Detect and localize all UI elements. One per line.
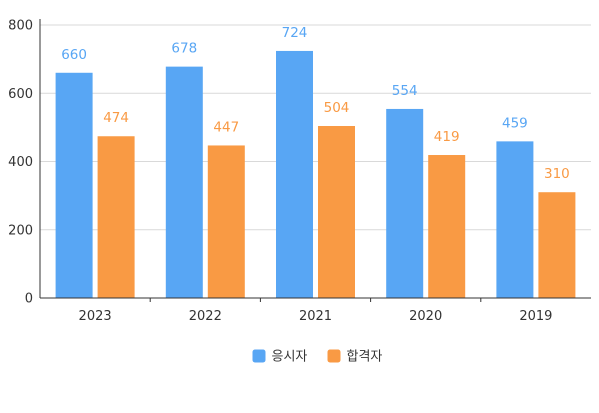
y-tick-label: 800 [8, 19, 33, 34]
x-tick-label: 2021 [299, 309, 332, 324]
bar-2023-series-0 [55, 72, 93, 299]
data-label-2019-series-1: 310 [544, 166, 570, 182]
legend-item-1[interactable]: 합격자 [327, 349, 383, 365]
bar-2022-series-1 [207, 145, 245, 298]
legend-item-0[interactable]: 응시자 [252, 349, 308, 365]
data-label-2021-series-1: 504 [324, 100, 350, 116]
legend-swatch [252, 349, 266, 363]
bar-2021-series-1 [318, 126, 355, 298]
y-tick-label: 400 [8, 155, 33, 170]
bar-2022-series-0 [165, 66, 203, 298]
x-tick-label: 2023 [79, 309, 112, 324]
bar-2020-series-1 [428, 155, 466, 298]
data-label-2019-series-0: 459 [502, 115, 528, 131]
data-label-2022-series-0: 678 [171, 41, 197, 57]
bar-2021-series-0 [276, 50, 313, 299]
data-label-2023-series-0: 660 [61, 47, 87, 63]
bar-2019-series-1 [538, 192, 576, 298]
data-label-2020-series-1: 419 [434, 129, 460, 145]
x-tick-label: 2020 [409, 309, 442, 324]
data-label-2023-series-1: 474 [103, 110, 129, 126]
axes: 0 200 400 600 800 2023 2022 2021 2020 2019 [8, 19, 591, 324]
bar-2023-series-1 [97, 136, 135, 298]
data-label-2022-series-1: 447 [213, 119, 239, 135]
bars [55, 50, 576, 299]
y-tick-label: 0 [25, 292, 33, 307]
legend-label: 합격자 [347, 350, 383, 365]
legend: 응시자 합격자 [252, 349, 383, 365]
x-tick-label: 2022 [189, 309, 222, 324]
data-label-2020-series-0: 554 [392, 83, 418, 99]
legend-label: 응시자 [272, 350, 308, 365]
x-tick-label: 2019 [519, 309, 552, 324]
bar-2020-series-0 [386, 108, 424, 298]
data-label-2021-series-0: 724 [282, 25, 308, 41]
legend-swatch [327, 349, 341, 363]
data-labels: 660 474 678 447 724 504 554 419 459 310 [61, 25, 570, 182]
y-tick-label: 600 [8, 87, 33, 102]
y-tick-label: 200 [8, 223, 33, 238]
bar-2019-series-0 [496, 141, 534, 298]
